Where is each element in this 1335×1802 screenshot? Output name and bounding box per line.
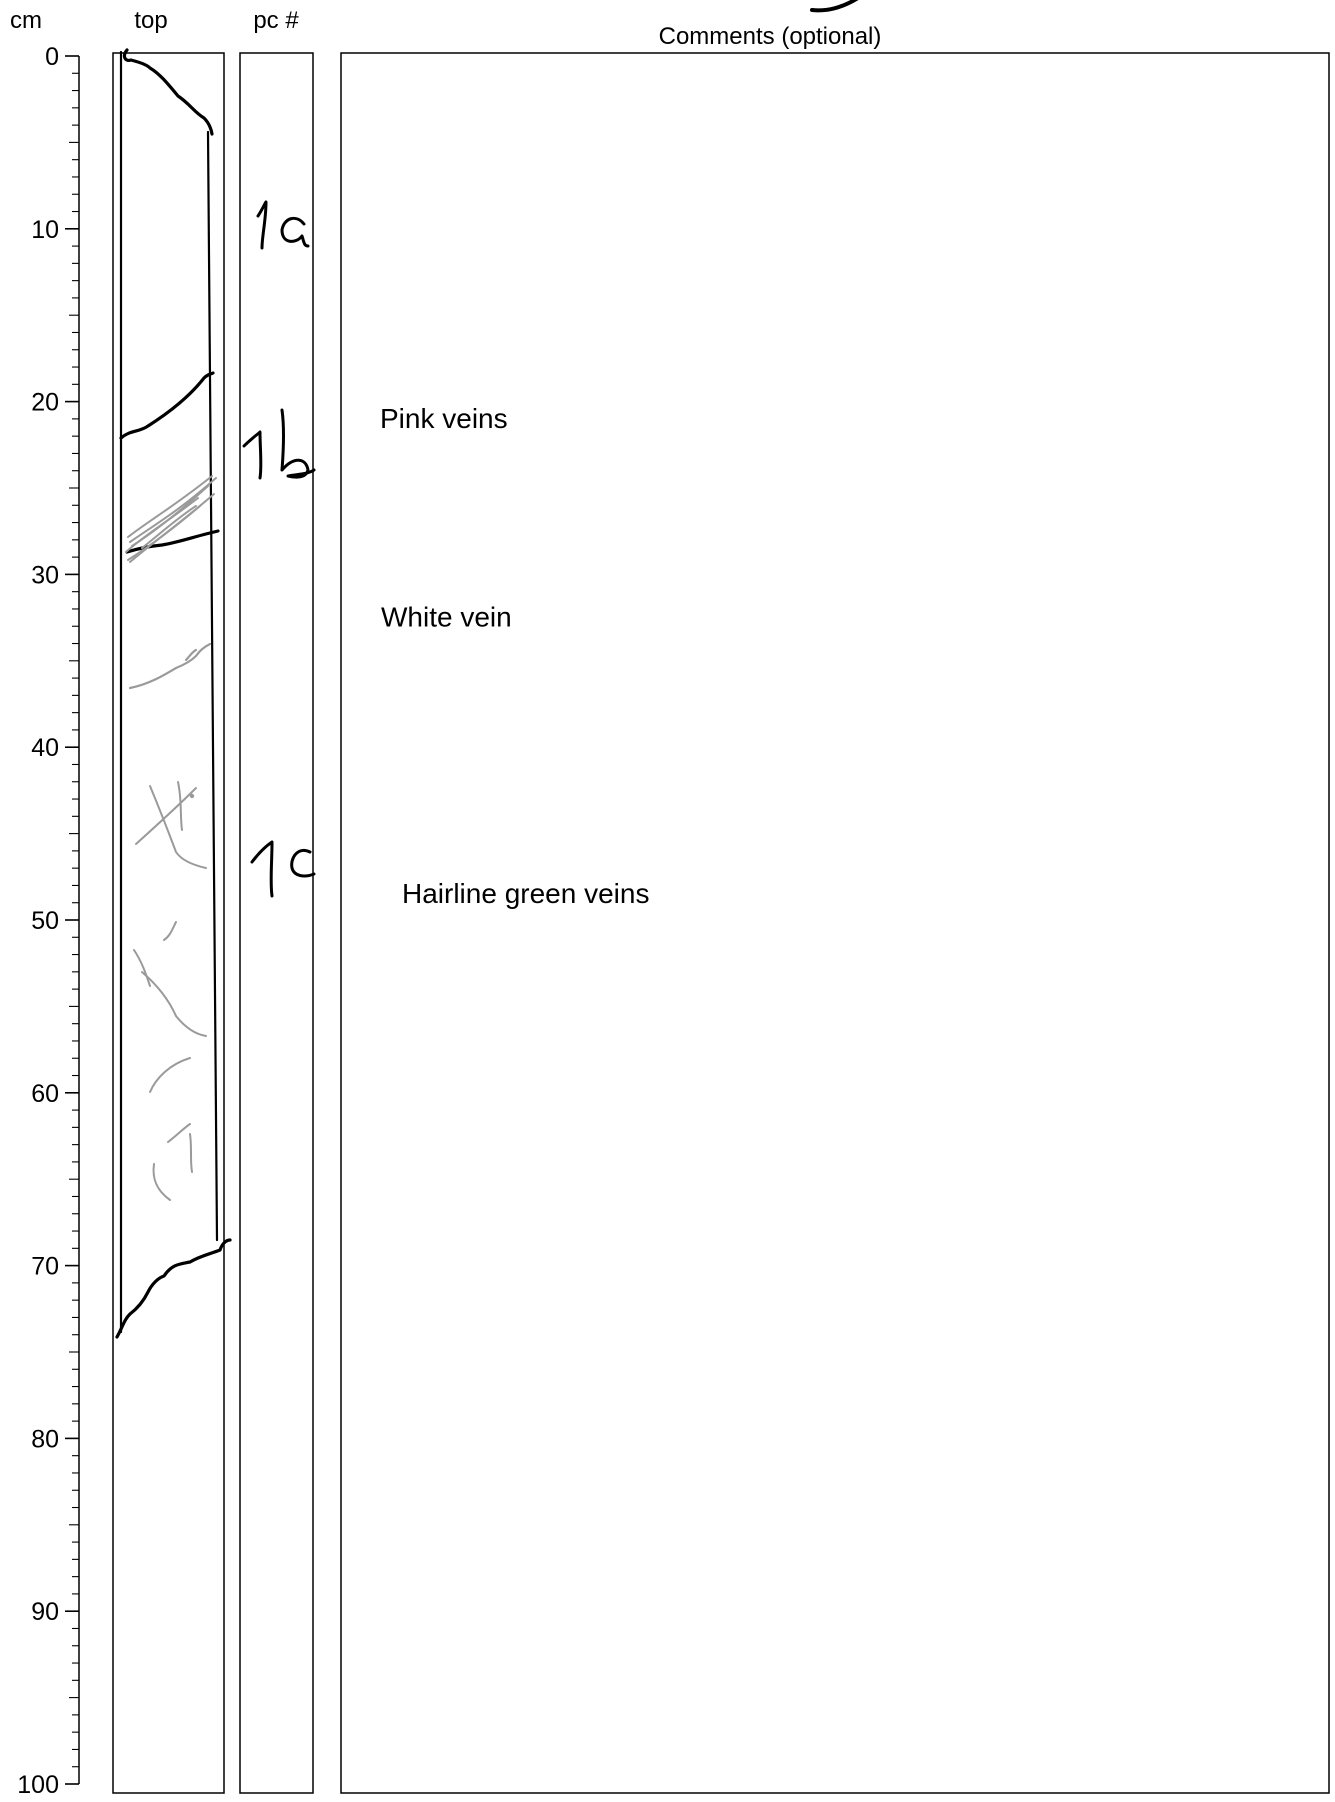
- hairline-vein-strokes: [133, 781, 207, 1201]
- piece-label-1c: [250, 840, 316, 898]
- piece-column-label: pc #: [253, 7, 299, 34]
- depth-label: 50: [31, 907, 59, 935]
- depth-ticks: [65, 55, 79, 1785]
- core-right-edge: [206, 130, 219, 1242]
- depth-label: 70: [31, 1253, 59, 1281]
- comments-text: Pink veins White vein Hairline green veins: [380, 403, 649, 909]
- core-top-boundary: [122, 48, 214, 136]
- piece-label-1c-strokes: [250, 840, 316, 898]
- piece-label-1b: [242, 408, 316, 480]
- comment-text: Hairline green veins: [402, 878, 649, 909]
- core-sketch: [115, 48, 232, 1339]
- piece-label-1a: [256, 200, 310, 250]
- depth-label: 10: [31, 216, 59, 244]
- depth-label: 80: [31, 1425, 59, 1453]
- depth-label: 60: [31, 1080, 59, 1108]
- depth-scale: 0 10 20 30 40 50 60 70 80 90 100: [17, 43, 80, 1799]
- pink-vein-strokes: [125, 475, 217, 563]
- piece-boundary-1a-1b: [119, 371, 215, 440]
- comment-text: White vein: [381, 602, 512, 633]
- depth-unit-label: cm: [10, 7, 42, 34]
- comments-column: [340, 52, 1330, 1794]
- depth-label: 20: [31, 389, 59, 417]
- header-scribble: [810, 0, 859, 13]
- comments-column-label: Comments (optional): [659, 23, 882, 50]
- core-top-column: [112, 52, 225, 1794]
- piece-label-1b-strokes: [242, 408, 316, 480]
- piece-boundary-1b-1c: [125, 529, 220, 554]
- depth-label: 30: [31, 561, 59, 589]
- comment-text: Pink veins: [380, 403, 508, 434]
- core-bottom-boundary: [115, 1238, 232, 1339]
- depth-label: 0: [45, 43, 59, 71]
- piece-number-column: [239, 52, 314, 1794]
- depth-labels: 0 10 20 30 40 50 60 70 80 90 100: [17, 43, 59, 1799]
- depth-label: 40: [31, 734, 59, 762]
- depth-label: 100: [17, 1771, 59, 1799]
- white-vein-stroke: [128, 642, 212, 690]
- piece-labels: [242, 200, 316, 898]
- depth-label: 90: [31, 1598, 59, 1626]
- piece-label-1a-strokes: [256, 200, 310, 250]
- top-column-label: top: [134, 7, 167, 34]
